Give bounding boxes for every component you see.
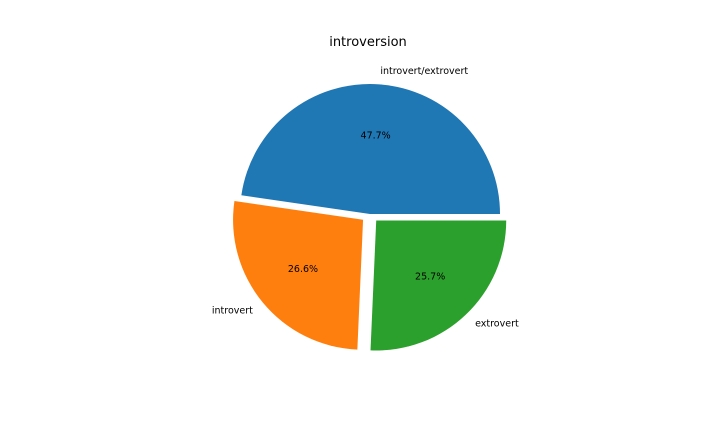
pie-slices xyxy=(233,84,507,351)
pie-slice-introvert xyxy=(233,201,364,350)
slice-label: extrovert xyxy=(475,318,519,329)
chart-title: introversion xyxy=(329,35,407,50)
slice-percent-label: 25.7% xyxy=(415,271,445,282)
slice-label: introvert xyxy=(212,305,253,316)
slice-percent-label: 26.6% xyxy=(288,264,318,275)
pie-slice-extrovert xyxy=(370,220,507,351)
pie-slice-introvert-extrovert xyxy=(241,84,500,215)
pie-labels: introvert/extrovert 47.7% introvert 26.6% ex… xyxy=(212,66,519,329)
slice-percent-label: 47.7% xyxy=(361,131,391,142)
slice-label: introvert/extrovert xyxy=(380,66,468,77)
